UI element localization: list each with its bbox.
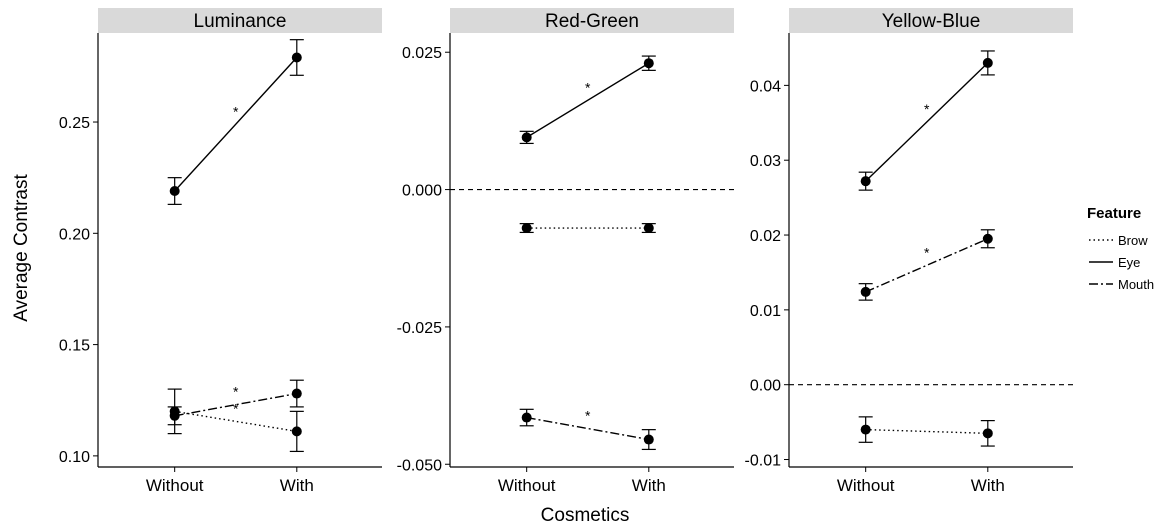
series-line-brow	[865, 428, 988, 435]
series-line-mouth	[526, 416, 649, 441]
data-point-eye	[860, 176, 871, 187]
data-point-mouth	[291, 388, 302, 399]
y-tick-label: 0.01	[750, 303, 781, 320]
series-line-mouth	[865, 238, 989, 293]
x-tick-label: With	[280, 476, 314, 495]
significance-star-eye: *	[924, 101, 930, 117]
legend-label-brow: Brow	[1118, 233, 1148, 248]
significance-star-mouth: *	[585, 408, 591, 424]
series-line-eye	[174, 57, 298, 192]
x-axis-title: Cosmetics	[541, 505, 630, 526]
panel-strip	[98, 8, 382, 33]
y-tick-label: -0.025	[397, 320, 442, 337]
y-tick-label: 0.000	[402, 183, 442, 200]
x-tick-label: With	[971, 476, 1005, 495]
significance-star-eye: *	[233, 103, 239, 119]
panel-strip	[450, 8, 734, 33]
series-line-mouth	[174, 392, 297, 417]
y-tick-label: -0.050	[397, 457, 442, 474]
data-point-mouth	[521, 412, 532, 423]
data-point-brow	[521, 223, 532, 234]
data-point-eye	[521, 132, 532, 143]
y-axis-title: Average Contrast	[11, 174, 32, 322]
y-tick-label: 0.025	[402, 45, 442, 62]
legend: Feature Brow Eye Mouth	[1087, 205, 1154, 292]
significance-star-brow: *	[233, 400, 239, 416]
data-point-mouth	[643, 434, 654, 445]
panel-red-green: Red-Green -0.050 -0.025 0.000 0.025 Without Wi…	[397, 8, 734, 495]
significance-star-eye: *	[585, 79, 591, 95]
data-point-mouth	[982, 233, 993, 244]
y-tick-label: 0.02	[750, 228, 781, 245]
significance-star-mouth: *	[924, 244, 930, 260]
y-tick-label: 0.04	[750, 78, 781, 95]
series-line-eye	[526, 62, 650, 138]
data-point-eye	[291, 52, 302, 63]
legend-label-mouth: Mouth	[1118, 277, 1154, 292]
y-tick-label: 0.15	[59, 338, 90, 355]
y-tick-label: 0.10	[59, 449, 90, 466]
panel-title: Red-Green	[545, 11, 639, 32]
significance-star-mouth: *	[233, 384, 239, 400]
data-point-eye	[982, 57, 993, 68]
panel-title: Luminance	[194, 11, 287, 32]
x-tick-label: Without	[837, 476, 895, 495]
x-tick-label: With	[632, 476, 666, 495]
panel-strip	[789, 8, 1073, 33]
data-point-eye	[169, 186, 180, 197]
legend-label-eye: Eye	[1118, 255, 1140, 270]
series-line-eye	[865, 62, 989, 182]
data-point-brow	[291, 426, 302, 437]
data-point-mouth	[169, 410, 180, 421]
y-tick-label: 0.00	[750, 378, 781, 395]
data-point-brow	[860, 424, 871, 435]
legend-title: Feature	[1087, 205, 1141, 222]
panel-yellow-blue: Yellow-Blue -0.01 0.00 0.01 0.02 0.03 0.04 With…	[745, 8, 1073, 495]
data-point-eye	[643, 58, 654, 69]
y-tick-label: 0.25	[59, 115, 90, 132]
panel-title: Yellow-Blue	[882, 11, 981, 32]
y-tick-label: -0.01	[745, 453, 782, 470]
data-point-brow	[982, 428, 993, 439]
x-tick-label: Without	[146, 476, 204, 495]
y-tick-label: 0.03	[750, 153, 781, 170]
data-point-brow	[643, 223, 654, 234]
x-tick-label: Without	[498, 476, 556, 495]
data-point-mouth	[860, 286, 871, 297]
y-tick-label: 0.20	[59, 226, 90, 243]
